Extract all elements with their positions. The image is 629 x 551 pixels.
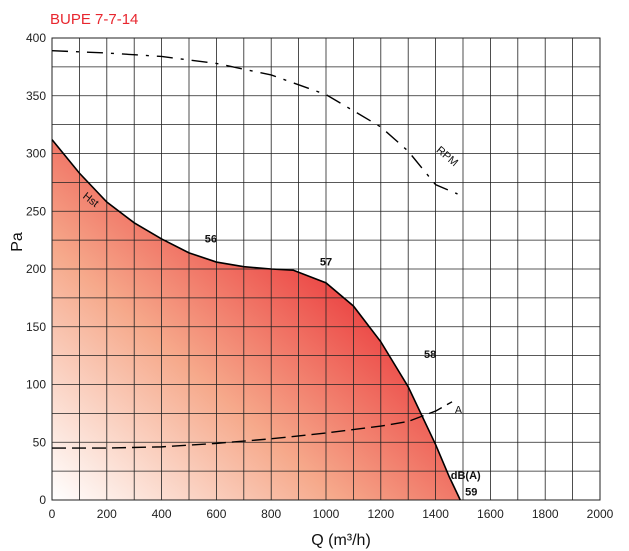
y-tick-label: 200	[26, 262, 46, 276]
y-tick-label: 350	[26, 89, 46, 103]
x-tick-label: 800	[261, 507, 281, 521]
ticks: 0 200 400 600 800 1000 1200 1400 1600 1800 2000 0 50…	[26, 31, 614, 521]
x-tick-label: 1600	[477, 507, 504, 521]
series-hst-line	[51, 139, 461, 501]
annotation-label: dB(A)	[451, 470, 481, 482]
chart-title: BUPE 7-7-14	[50, 11, 138, 28]
x-tick-label: 1800	[532, 507, 559, 521]
x-tick-label: 200	[97, 507, 117, 521]
x-tick-label: 0	[49, 507, 56, 521]
series-a-line	[52, 401, 453, 449]
plot-frame	[51, 37, 601, 501]
y-tick-label: 50	[33, 435, 47, 449]
series-a-label: A	[455, 404, 463, 416]
annotation-label: 57	[320, 257, 332, 269]
y-tick-label: 100	[26, 378, 46, 392]
hst-area-fill	[52, 139, 461, 500]
x-axis-label: Q (m³/h)	[311, 532, 371, 549]
annotation-label: 56	[205, 233, 217, 245]
x-tick-label: 400	[152, 507, 172, 521]
x-tick-label: 600	[206, 507, 226, 521]
y-tick-label: 150	[26, 320, 46, 334]
x-tick-label: 1000	[313, 507, 340, 521]
y-tick-label: 250	[26, 204, 46, 218]
series-rpm-label: RPM	[434, 144, 460, 169]
annotation-label: 58	[424, 349, 436, 361]
y-tick-label: 300	[26, 147, 46, 161]
y-tick-label: 0	[39, 493, 46, 507]
x-tick-label: 2000	[587, 507, 614, 521]
y-tick-label: 400	[26, 31, 46, 45]
plot-fill	[52, 139, 461, 500]
series	[51, 50, 461, 501]
y-axis-label: Pa	[9, 232, 26, 252]
series-rpm-line	[51, 50, 458, 195]
x-tick-label: 1200	[367, 507, 394, 521]
grid	[51, 37, 601, 501]
annotation-label: 59	[465, 486, 477, 498]
x-tick-label: 1400	[422, 507, 449, 521]
